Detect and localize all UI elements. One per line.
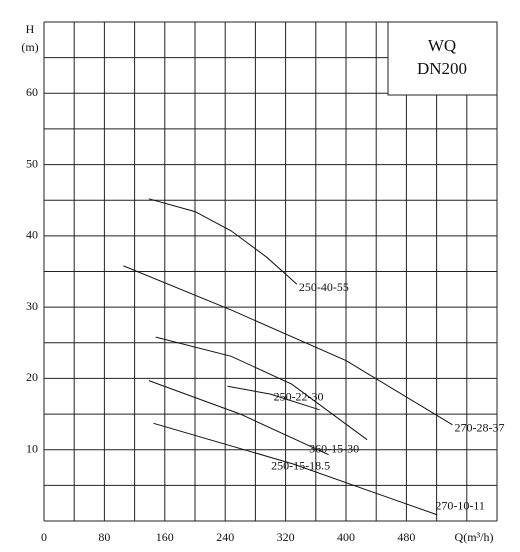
y-tick-label: 40 xyxy=(26,228,38,242)
curve xyxy=(155,336,368,441)
x-tick-label: 320 xyxy=(277,530,295,544)
y-unit: (m) xyxy=(21,40,38,54)
chart-title: WQ xyxy=(428,36,456,55)
curve-label: 250-40-55 xyxy=(299,280,349,294)
x-tick-label: 480 xyxy=(397,530,415,544)
x-tick-label: 0 xyxy=(41,530,47,544)
curve xyxy=(123,265,453,426)
title-box xyxy=(387,21,498,96)
x-tick-label: 80 xyxy=(98,530,110,544)
y-tick-label: 60 xyxy=(26,85,38,99)
chart-subtitle: DN200 xyxy=(417,59,467,78)
y-tick-label: 10 xyxy=(26,441,38,455)
x-tick-label: 160 xyxy=(156,530,174,544)
curve-label: 250-22-30 xyxy=(274,390,324,404)
curve-label: 270-28-37 xyxy=(454,421,504,435)
y-label: H xyxy=(26,22,35,36)
y-tick-label: 20 xyxy=(26,370,38,384)
x-label: Q(m³/h) xyxy=(455,530,494,544)
curve xyxy=(153,422,438,516)
curve-label: 270-10-11 xyxy=(435,499,485,513)
x-tick-label: 400 xyxy=(337,530,355,544)
y-tick-label: 50 xyxy=(26,156,38,170)
curve xyxy=(227,385,320,411)
curve-label: 360-15-30 xyxy=(309,441,359,455)
curve xyxy=(148,380,329,456)
y-tick-label: 30 xyxy=(26,299,38,313)
x-tick-label: 240 xyxy=(216,530,234,544)
curve xyxy=(148,198,298,285)
